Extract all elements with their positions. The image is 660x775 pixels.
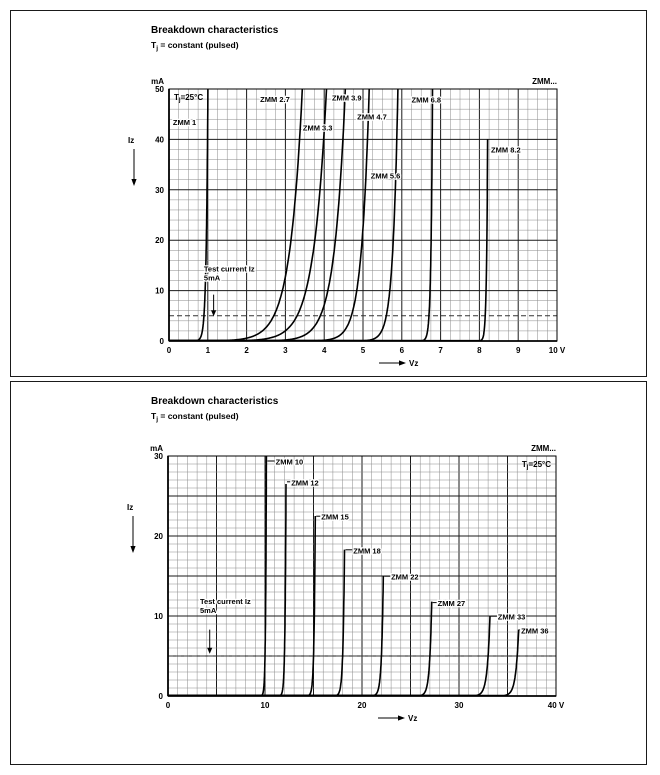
- series-label: ZMM 3.9: [332, 94, 362, 103]
- test-current-arrowhead-icon: [207, 647, 213, 654]
- x-tick-label: 2: [244, 346, 249, 355]
- grid: [168, 88, 558, 342]
- series-label: ZMM 22: [391, 573, 419, 582]
- x-tick-label: 8: [477, 346, 482, 355]
- curve-ZMM-4.7: [169, 88, 370, 342]
- y-tick-label: 50: [155, 85, 164, 94]
- series-label: ZMM 12: [291, 478, 319, 487]
- x-tick-label: 30: [455, 701, 464, 710]
- y-tick-label: 40: [155, 135, 164, 144]
- y-tick-label: 30: [154, 452, 163, 461]
- y-axis-quantity-label: Iz: [127, 503, 133, 512]
- series-label: ZMM 36: [521, 626, 549, 635]
- x-tick-label: 10: [261, 701, 270, 710]
- x-tick-label: 3: [283, 346, 288, 355]
- curve-ZMM-10: [168, 455, 268, 697]
- series-label: ZMM 1: [173, 118, 196, 127]
- grid: [167, 455, 557, 697]
- y-tick-label: 30: [155, 186, 164, 195]
- y-tick-label: 20: [154, 532, 163, 541]
- series-label: ZMM 3.3: [303, 123, 333, 132]
- subtitle-prefix: T: [151, 411, 157, 421]
- series-labels: ZMM 1 ZMM 2.7 ZMM 3.3 ZMM 3.9 ZMM 4.7 ZMM 5.6…: [172, 92, 522, 182]
- series-label: ZMM 33: [498, 613, 526, 622]
- subtitle-prefix: T: [151, 40, 157, 50]
- series-label: ZMM 2.7: [260, 95, 290, 104]
- subtitle-rest: = constant (pulsed): [158, 411, 239, 421]
- y-axis-quantity-label: Iz: [128, 136, 134, 145]
- test-current-arrowhead-icon: [211, 310, 217, 317]
- series-label: ZMM 6.8: [412, 96, 442, 105]
- curve-ZMM-18: [168, 549, 346, 697]
- test-current-text-line1: Test current Iz: [200, 597, 251, 606]
- breakdown-panel-low-voltage: Breakdown characteristics Tj = constant …: [10, 10, 647, 377]
- temperature-label: Tj=25°C: [522, 460, 551, 471]
- y-tick-label: 10: [154, 612, 163, 621]
- y-tick-label: 10: [155, 287, 164, 296]
- x-tick-label: 40 V: [548, 701, 565, 710]
- x-axis-quantity-label: Vz: [409, 359, 418, 368]
- series-label: ZMM 5.6: [371, 172, 401, 181]
- series-label: ZMM 8.2: [491, 146, 521, 155]
- y-tick-label: 0: [159, 692, 164, 701]
- series-label: ZMM 15: [321, 513, 349, 522]
- chart-subtitle: Tj = constant (pulsed): [151, 40, 239, 52]
- series-family-label: ZMM...: [532, 77, 557, 86]
- chart-title: Breakdown characteristics: [151, 396, 279, 407]
- x-tick-label: 5: [361, 346, 366, 355]
- curve-ZMM-22: [168, 575, 385, 697]
- curve-ZMM-36: [168, 629, 520, 697]
- iz-arrowhead-icon: [130, 546, 136, 553]
- test-current-text-line2: 5mA: [204, 273, 221, 282]
- series-family-label: ZMM...: [531, 444, 556, 453]
- vz-arrowhead-icon: [398, 715, 405, 721]
- series-label: ZMM 4.7: [357, 113, 387, 122]
- x-axis-quantity-label: Vz: [408, 714, 417, 723]
- y-unit-label: mA: [150, 444, 163, 453]
- x-tick-label: 0: [166, 701, 171, 710]
- series-label: ZMM 27: [438, 599, 466, 608]
- temperature-label: Tj=25°C: [174, 93, 203, 104]
- series-labels: ZMM 10 ZMM 12 ZMM 15 ZMM 18 ZMM 22 ZMM 27 ZMM …: [274, 456, 549, 636]
- subtitle-rest: = constant (pulsed): [158, 40, 239, 50]
- x-tick-label: 6: [400, 346, 405, 355]
- breakdown-panel-high-voltage: Breakdown characteristics Tj = constant …: [10, 381, 647, 765]
- test-current-text-line1: Test current Iz: [204, 264, 255, 273]
- x-tick-label: 4: [322, 346, 327, 355]
- x-tick-label: 20: [358, 701, 367, 710]
- y-unit-label: mA: [151, 77, 164, 86]
- curve-ZMM-12: [168, 483, 287, 697]
- chart-subtitle: Tj = constant (pulsed): [151, 411, 239, 423]
- series-label: ZMM 10: [276, 458, 304, 467]
- y-tick-label: 20: [155, 236, 164, 245]
- test-current-text-line2: 5mA: [200, 606, 217, 615]
- vz-arrowhead-icon: [399, 360, 406, 366]
- chart-title: Breakdown characteristics: [151, 25, 279, 36]
- x-tick-label: 9: [516, 346, 521, 355]
- series-label: ZMM 18: [353, 546, 381, 555]
- x-tick-label: 1: [206, 346, 211, 355]
- subtitle-subscript: j: [156, 416, 159, 423]
- iz-arrowhead-icon: [131, 179, 137, 186]
- y-tick-label: 0: [160, 337, 165, 346]
- series-curves: [168, 455, 521, 697]
- subtitle-subscript: j: [156, 45, 159, 52]
- x-tick-label: 0: [167, 346, 172, 355]
- x-tick-label: 7: [438, 346, 443, 355]
- x-tick-label: 10 V: [549, 346, 566, 355]
